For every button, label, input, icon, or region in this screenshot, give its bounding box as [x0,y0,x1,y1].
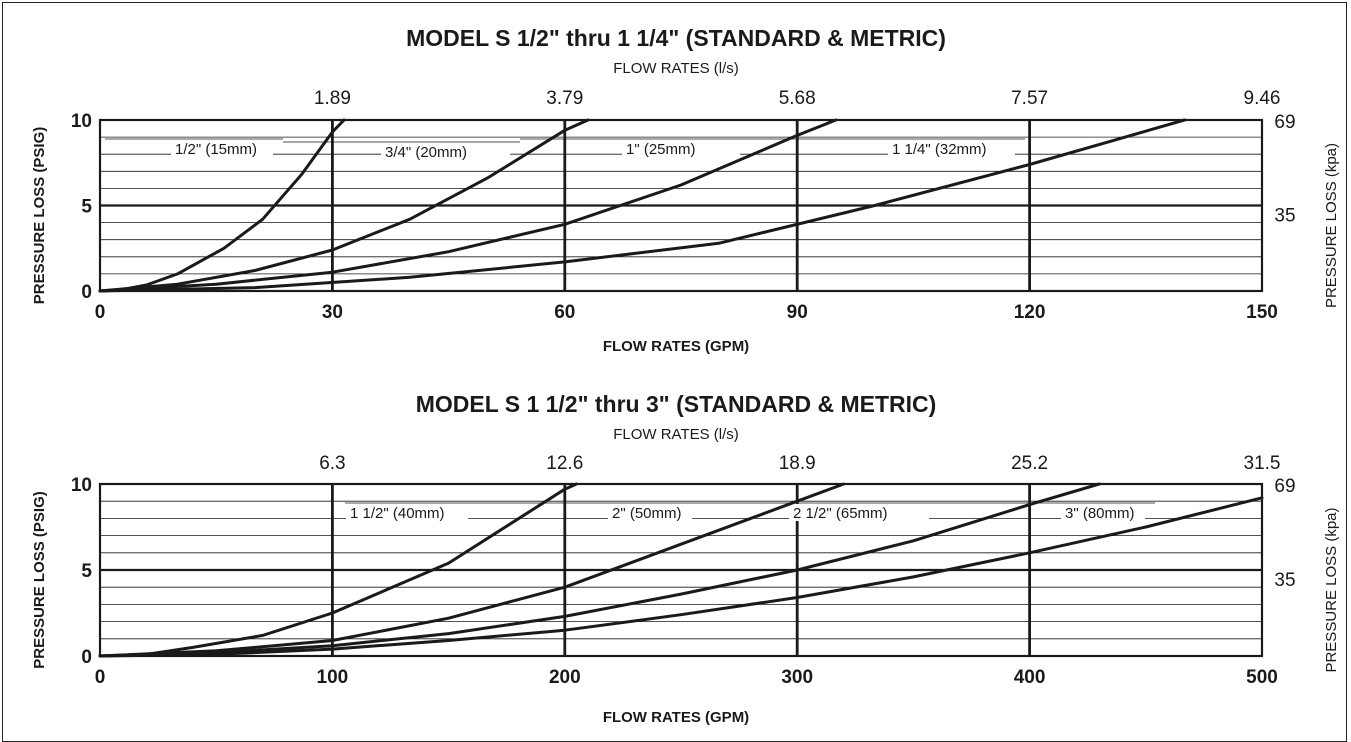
series-line-3 [98,496,1264,658]
curve-label: 1 1/4" (32mm) [892,141,987,158]
top-tick-label: 6.3 [319,453,345,474]
series-line-2 [98,118,838,293]
x-tick-label: 0 [95,667,106,688]
right-tick-label: 35 [1274,570,1295,591]
top-tick-label: 7.57 [1011,88,1048,109]
x-tick-label: 60 [554,302,575,323]
x-tick-label: 30 [322,302,343,323]
right-axis-label: PRESSURE LOSS (kpa) [1323,143,1340,308]
curve-label-bg [888,140,1015,157]
top-axis-label: FLOW RATES (l/s) [613,60,739,77]
y-tick-label: 10 [71,111,92,132]
x-tick-label: 100 [317,667,349,688]
y-tick-label: 0 [81,282,92,303]
curve-label: 1 1/2" (40mm) [350,505,445,522]
y-axis-label: PRESSURE LOSS (PSIG) [31,491,48,669]
top-tick-label: 18.9 [779,453,816,474]
right-tick-label: 69 [1274,476,1295,497]
x-tick-label: 90 [787,302,808,323]
right-tick-label: 35 [1274,206,1295,227]
top-tick-label: 25.2 [1011,453,1048,474]
x-tick-label: 200 [549,667,581,688]
plot-area-border [98,118,1264,293]
x-axis-label: FLOW RATES (GPM) [603,338,749,355]
y-tick-label: 10 [71,475,92,496]
curve-label-bg [622,140,740,157]
x-tick-label: 150 [1246,302,1278,323]
series-line-2 [98,482,1101,658]
curve-label-bg [1061,504,1145,521]
curve-label-bg [789,504,929,521]
y-tick-label: 5 [81,561,92,582]
x-tick-label: 400 [1014,667,1046,688]
curve-label: 3" (80mm) [1065,505,1135,522]
curve-label-bg [608,504,692,521]
top-tick-label: 31.5 [1244,453,1281,474]
right-axis-label: PRESSURE LOSS (kpa) [1323,507,1340,672]
top-axis-label: FLOW RATES (l/s) [613,426,739,443]
series-line-1 [98,482,846,658]
y-tick-label: 0 [81,647,92,668]
y-axis-label: PRESSURE LOSS (PSIG) [31,127,48,305]
right-tick-label: 69 [1274,112,1295,133]
plot-area-border [98,482,1264,658]
x-tick-label: 300 [781,667,813,688]
curve-label: 2 1/2" (65mm) [793,505,888,522]
top-tick-label: 9.46 [1244,88,1281,109]
series-line-3 [98,118,1186,293]
curve-label-bg [171,140,273,157]
x-tick-label: 120 [1014,302,1046,323]
top-tick-label: 3.79 [546,88,583,109]
curve-label: 1" (25mm) [626,141,696,158]
x-tick-label: 0 [95,302,106,323]
curve-label-bg [346,504,468,521]
top-tick-label: 12.6 [546,453,583,474]
curve-label-bg [381,143,510,160]
chart-title: MODEL S 1 1/2" thru 3" (STANDARD & METRI… [416,391,937,417]
curve-label: 2" (50mm) [612,505,682,522]
curve-label: 1/2" (15mm) [175,141,257,158]
chart-title: MODEL S 1/2" thru 1 1/4" (STANDARD & MET… [406,25,946,51]
top-tick-label: 5.68 [779,88,816,109]
top-tick-label: 1.89 [314,88,351,109]
x-tick-label: 500 [1246,667,1278,688]
x-axis-label: FLOW RATES (GPM) [603,709,749,726]
y-tick-label: 5 [81,197,92,218]
series-line-1 [98,118,590,293]
curve-label: 3/4" (20mm) [385,144,467,161]
